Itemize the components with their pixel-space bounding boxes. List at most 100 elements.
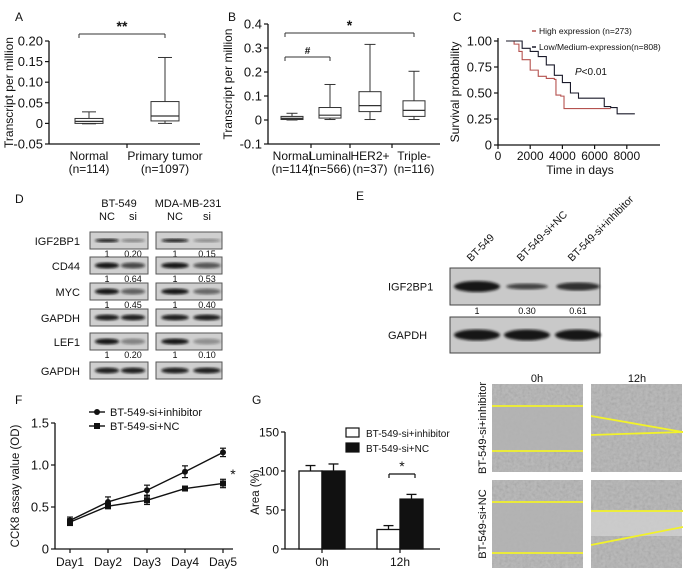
x-tick-label-n: (n=37) [352,162,387,176]
blot-strip [155,361,223,380]
y-tick-label: 50 [266,504,280,518]
y-tick-label: 0.25 [467,112,492,127]
band [506,283,548,290]
band [94,262,120,269]
survival-curve-0 [506,40,611,110]
significance-label: * [347,17,353,33]
quantification-value: 1 [104,300,109,310]
y-tick-label: 150 [259,426,279,440]
box [150,101,180,122]
y-axis-title: Area (%) [250,469,262,515]
band [161,314,189,321]
y-axis-title: Transcript per million [221,29,235,140]
x-tick-label: Normal [273,149,312,163]
y-tick-label: 0.75 [467,60,492,75]
lane-label: BT-549-si+NC [515,209,571,265]
box-2 [358,43,382,121]
protein-label: CD44 [52,261,80,273]
x-tick-label: Day3 [133,555,161,569]
significance-label: * [230,466,236,482]
lane-label: BT-549 [465,232,498,265]
band [161,262,189,269]
blot-strip [155,256,223,275]
x-tick-label: Day2 [94,555,122,569]
x-tick-label-n: (n=566) [309,162,351,176]
legend-swatch [345,442,360,453]
x-tick-label-n: (n=116) [394,162,435,176]
significance-label: * [399,458,405,474]
lane-label: NC [99,211,115,223]
x-tick-label: Normal [70,149,109,163]
y-axis-title: Survival probability [448,42,462,143]
data-point [220,449,226,456]
legend-marker [94,409,100,415]
y-tick-label: 1.00 [467,34,492,49]
quantification-value: 1 [172,249,177,259]
lane-label: si [203,211,211,223]
significance-label: ** [117,18,128,34]
quantification-value: 1 [172,274,177,284]
area-bar-chart: 150 100 50 0 Area (%) 0h 12h BT-549-si+inhibito… [250,426,450,570]
quantification-value: 0.64 [124,274,142,284]
cell-line-label: MDA-MB-231 [155,198,222,210]
x-tick-label: Day4 [171,555,199,569]
condition-label: BT-549-si+NC [477,489,489,558]
x-axis-title: Time in days [546,163,614,177]
band [161,238,189,243]
legend-label: Low/Medium-expression(n=808) [539,42,661,52]
band [193,288,221,295]
box-0 [74,111,104,125]
x-tick-label: Day1 [56,555,84,569]
legend-label: BT-549-si+NC [110,421,179,433]
timepoint-label: 0h [531,373,543,385]
data-point [67,519,73,526]
scratch-assay-images: 0h 12h BT-549-si+inhibitor BT-549-si+NC [477,373,683,568]
wound-gap [492,502,583,553]
x-tick-label: Luminal [309,149,351,163]
panel-label: C [453,10,462,24]
x-tick-label: 2000 [517,149,544,163]
band [454,329,500,341]
y-tick-label: 0.1 [244,89,262,104]
data-point [182,485,188,492]
box [402,100,426,117]
x-tick-label: Primary tumor [127,149,202,163]
wound-edge-line [590,415,683,433]
quantification-value: 0.53 [198,274,216,284]
p-value-annotation: P<0.01 [575,67,607,78]
quantification-value: 1 [172,300,177,310]
significance-label: # [305,46,311,57]
y-tick-label: 0 [36,116,43,131]
y-axis-title: CCK8 assay value (OD) [10,424,22,547]
data-point [105,503,111,510]
x-tick-label: 4000 [549,149,576,163]
x-tick-label: 0 [495,149,502,163]
lane-label: NC [167,211,183,223]
blot-strip [155,231,223,250]
box-0 [280,112,304,121]
y-tick-label: -0.05 [13,137,43,152]
quantification-value: 0.20 [124,350,142,360]
y-tick-label: 0.3 [244,41,262,56]
y-tick-label: 0.50 [467,86,492,101]
blot-strip [155,308,223,327]
y-tick-label: 0.10 [18,75,43,90]
protein-label: GAPDH [41,366,80,378]
legend-marker [94,423,100,429]
band [556,282,600,291]
quantification-value: 0.61 [569,306,587,316]
box-plot-B: 0.4 0.3 0.2 0.1 0 -0.1 Transcript per million N… [221,17,440,176]
timepoint-label: 12h [628,373,646,385]
y-tick-label: 1.5 [31,416,49,431]
panel-label: B [228,10,236,24]
protein-label: LEF1 [54,337,80,349]
y-tick-label: -0.1 [240,137,262,152]
data-point [144,487,150,494]
microscopy-image [591,384,682,472]
legend-label: BT-549-si+inhibitor [366,429,450,440]
quantification-value: 0.45 [124,300,142,310]
x-tick-label: 0h [315,555,328,569]
y-tick-label: 0.15 [18,54,43,69]
